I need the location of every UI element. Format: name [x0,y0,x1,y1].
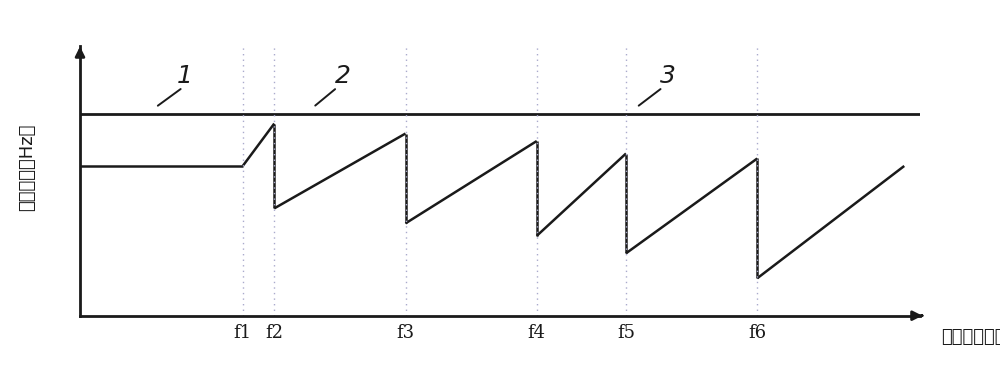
Text: 1: 1 [177,64,193,88]
Text: 2: 2 [335,64,350,88]
Text: 3: 3 [660,64,676,88]
Text: 调制波频率（Hz）: 调制波频率（Hz） [941,328,1000,346]
Text: 载波频率（Hz）: 载波频率（Hz） [18,124,36,211]
